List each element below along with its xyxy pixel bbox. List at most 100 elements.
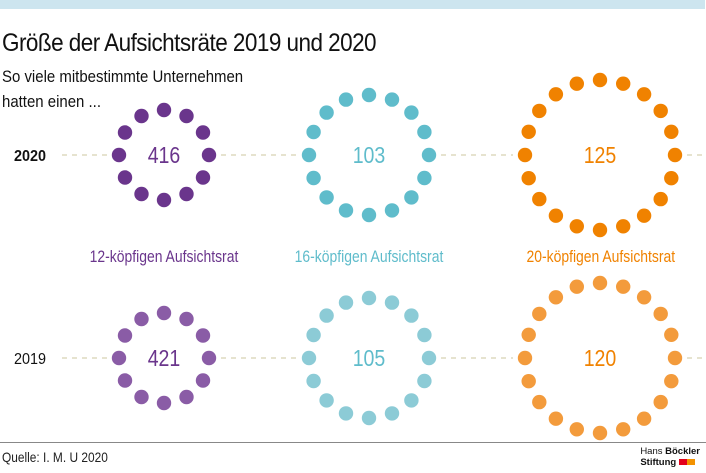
seat-dot [664,374,679,389]
seat-dot [664,124,679,139]
seat-dot [517,147,533,163]
seat-dot [548,411,564,426]
logo-text-stiftung: Stiftung [640,456,677,468]
seat-dot [616,422,631,437]
seat-dot [592,222,608,238]
year-label-2019: 2019 [14,350,46,368]
seat-dot [667,350,683,366]
top-accent-bar [0,0,705,9]
seat-dot [521,171,536,186]
seat-dot [306,373,321,389]
subtitle-line-2: hatten einen ... [2,92,101,111]
seat-dot [117,125,133,140]
seat-dot [548,87,564,102]
logo-text-boeckler: Böckler [665,446,700,457]
seat-dot [548,208,564,223]
seat-dot [134,186,149,202]
seat-dot [338,203,354,218]
value-label: 125 [584,143,617,169]
seat-dot [532,394,547,410]
seat-dot [384,406,400,421]
seat-dot [653,103,668,119]
seat-dot [301,350,317,366]
seat-dot [361,290,377,306]
seat-dot [532,306,547,322]
seat-dot [636,208,652,223]
seat-dot [319,190,334,205]
seat-dot [117,328,133,343]
seat-dot [532,191,547,207]
seat-dot [616,76,631,91]
value-label: 103 [353,143,386,169]
chart-subtitle: So viele mitbestimmte Unternehmen hatten… [2,64,243,114]
category-label: 16-köpfigen Aufsichtsrat [295,248,444,267]
value-label: 416 [148,143,181,169]
seat-dot [653,191,668,207]
seat-dot [179,186,194,202]
seat-dot [592,425,608,441]
seat-dot [653,394,668,410]
seat-dot [338,406,354,421]
value-label: 421 [148,346,181,372]
seat-dot [195,170,211,185]
category-label: 12-köpfigen Aufsichtsrat [90,248,239,267]
seat-dot [156,192,172,208]
seat-dot [592,72,608,88]
seat-dot [195,373,211,388]
seat-dot [117,373,133,388]
seat-dot [521,124,536,139]
value-label: 120 [584,346,617,372]
seat-dot [111,147,127,163]
seat-dot [361,410,377,426]
seat-dot [517,350,533,366]
chart-title: Größe der Aufsichtsräte 2019 und 2020 [2,29,377,57]
seat-dot [201,350,217,366]
seat-dot [404,308,419,323]
seat-dot [417,170,432,186]
seat-dot [384,295,400,310]
seat-dot [195,125,211,140]
seat-dot [384,203,400,218]
seat-dot [653,306,668,322]
seat-dot [117,170,133,185]
seat-dot [569,219,584,234]
seat-dot [179,389,194,405]
logo-orange-square [686,458,695,465]
seat-dot [338,295,354,310]
seat-dot [548,290,564,305]
seat-dot [532,103,547,119]
seat-dot [319,105,334,120]
seat-dot [156,305,172,321]
seat-dot [667,147,683,163]
source-note: Quelle: I. M. U 2020 [2,449,108,465]
logo-red-square [678,458,687,465]
seat-dot [361,87,377,103]
seat-dot [156,395,172,411]
seat-dot [636,87,652,102]
seat-dot [417,124,432,140]
seat-dot [569,422,584,437]
seat-dot [636,411,652,426]
seat-dot [134,311,149,327]
category-label: 20-köpfigen Aufsichtsrat [526,248,675,267]
seat-dot [421,350,437,366]
footer-divider [0,442,706,443]
seat-dot [306,170,321,186]
seat-dot [417,327,432,343]
seat-dot [306,327,321,343]
seat-dot [179,311,194,327]
value-label: 105 [353,346,386,372]
seat-dot [384,92,400,107]
seat-dot [319,393,334,408]
seat-dot [636,290,652,305]
seat-dot [664,171,679,186]
seat-dot [306,124,321,140]
seat-dot [111,350,127,366]
seat-dot [521,374,536,389]
seat-dot [404,190,419,205]
seat-dot [616,219,631,234]
seat-dot [156,102,172,118]
seat-dot [569,76,584,91]
seat-dot [338,92,354,107]
